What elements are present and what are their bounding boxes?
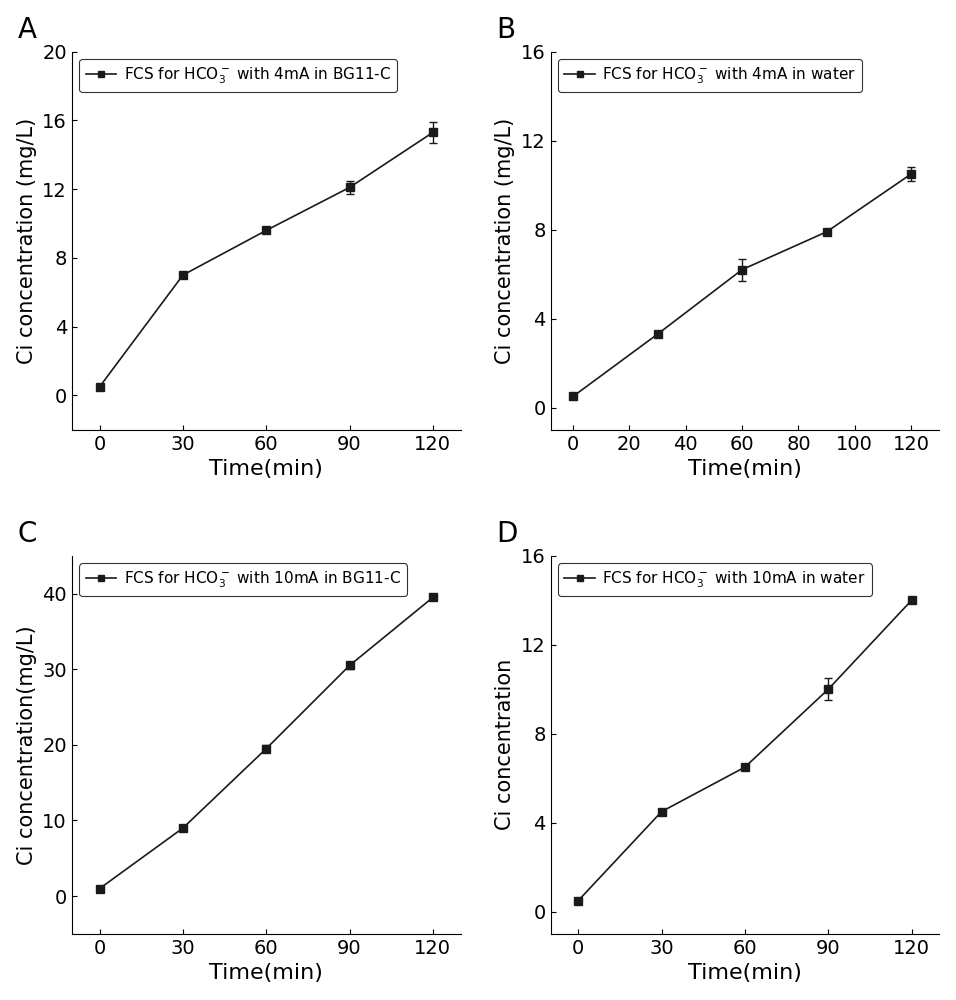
Text: B: B (496, 16, 515, 44)
X-axis label: Time(min): Time(min) (209, 963, 323, 983)
Legend: FCS for HCO$_3^-$ with 4mA in BG11-C: FCS for HCO$_3^-$ with 4mA in BG11-C (79, 59, 397, 92)
X-axis label: Time(min): Time(min) (209, 459, 323, 479)
Y-axis label: Ci concentration(mg/L): Ci concentration(mg/L) (17, 625, 36, 865)
Legend: FCS for HCO$_3^-$ with 10mA in BG11-C: FCS for HCO$_3^-$ with 10mA in BG11-C (79, 563, 407, 596)
Legend: FCS for HCO$_3^-$ with 10mA in water: FCS for HCO$_3^-$ with 10mA in water (558, 563, 872, 596)
Text: D: D (496, 520, 517, 548)
Y-axis label: Ci concentration (mg/L): Ci concentration (mg/L) (495, 118, 515, 364)
Text: C: C (17, 520, 36, 548)
X-axis label: Time(min): Time(min) (688, 459, 802, 479)
Text: A: A (17, 16, 36, 44)
Legend: FCS for HCO$_3^-$ with 4mA in water: FCS for HCO$_3^-$ with 4mA in water (558, 59, 862, 92)
Y-axis label: Ci concentration (mg/L): Ci concentration (mg/L) (16, 118, 36, 364)
X-axis label: Time(min): Time(min) (688, 963, 802, 983)
Y-axis label: Ci concentration: Ci concentration (495, 659, 515, 830)
